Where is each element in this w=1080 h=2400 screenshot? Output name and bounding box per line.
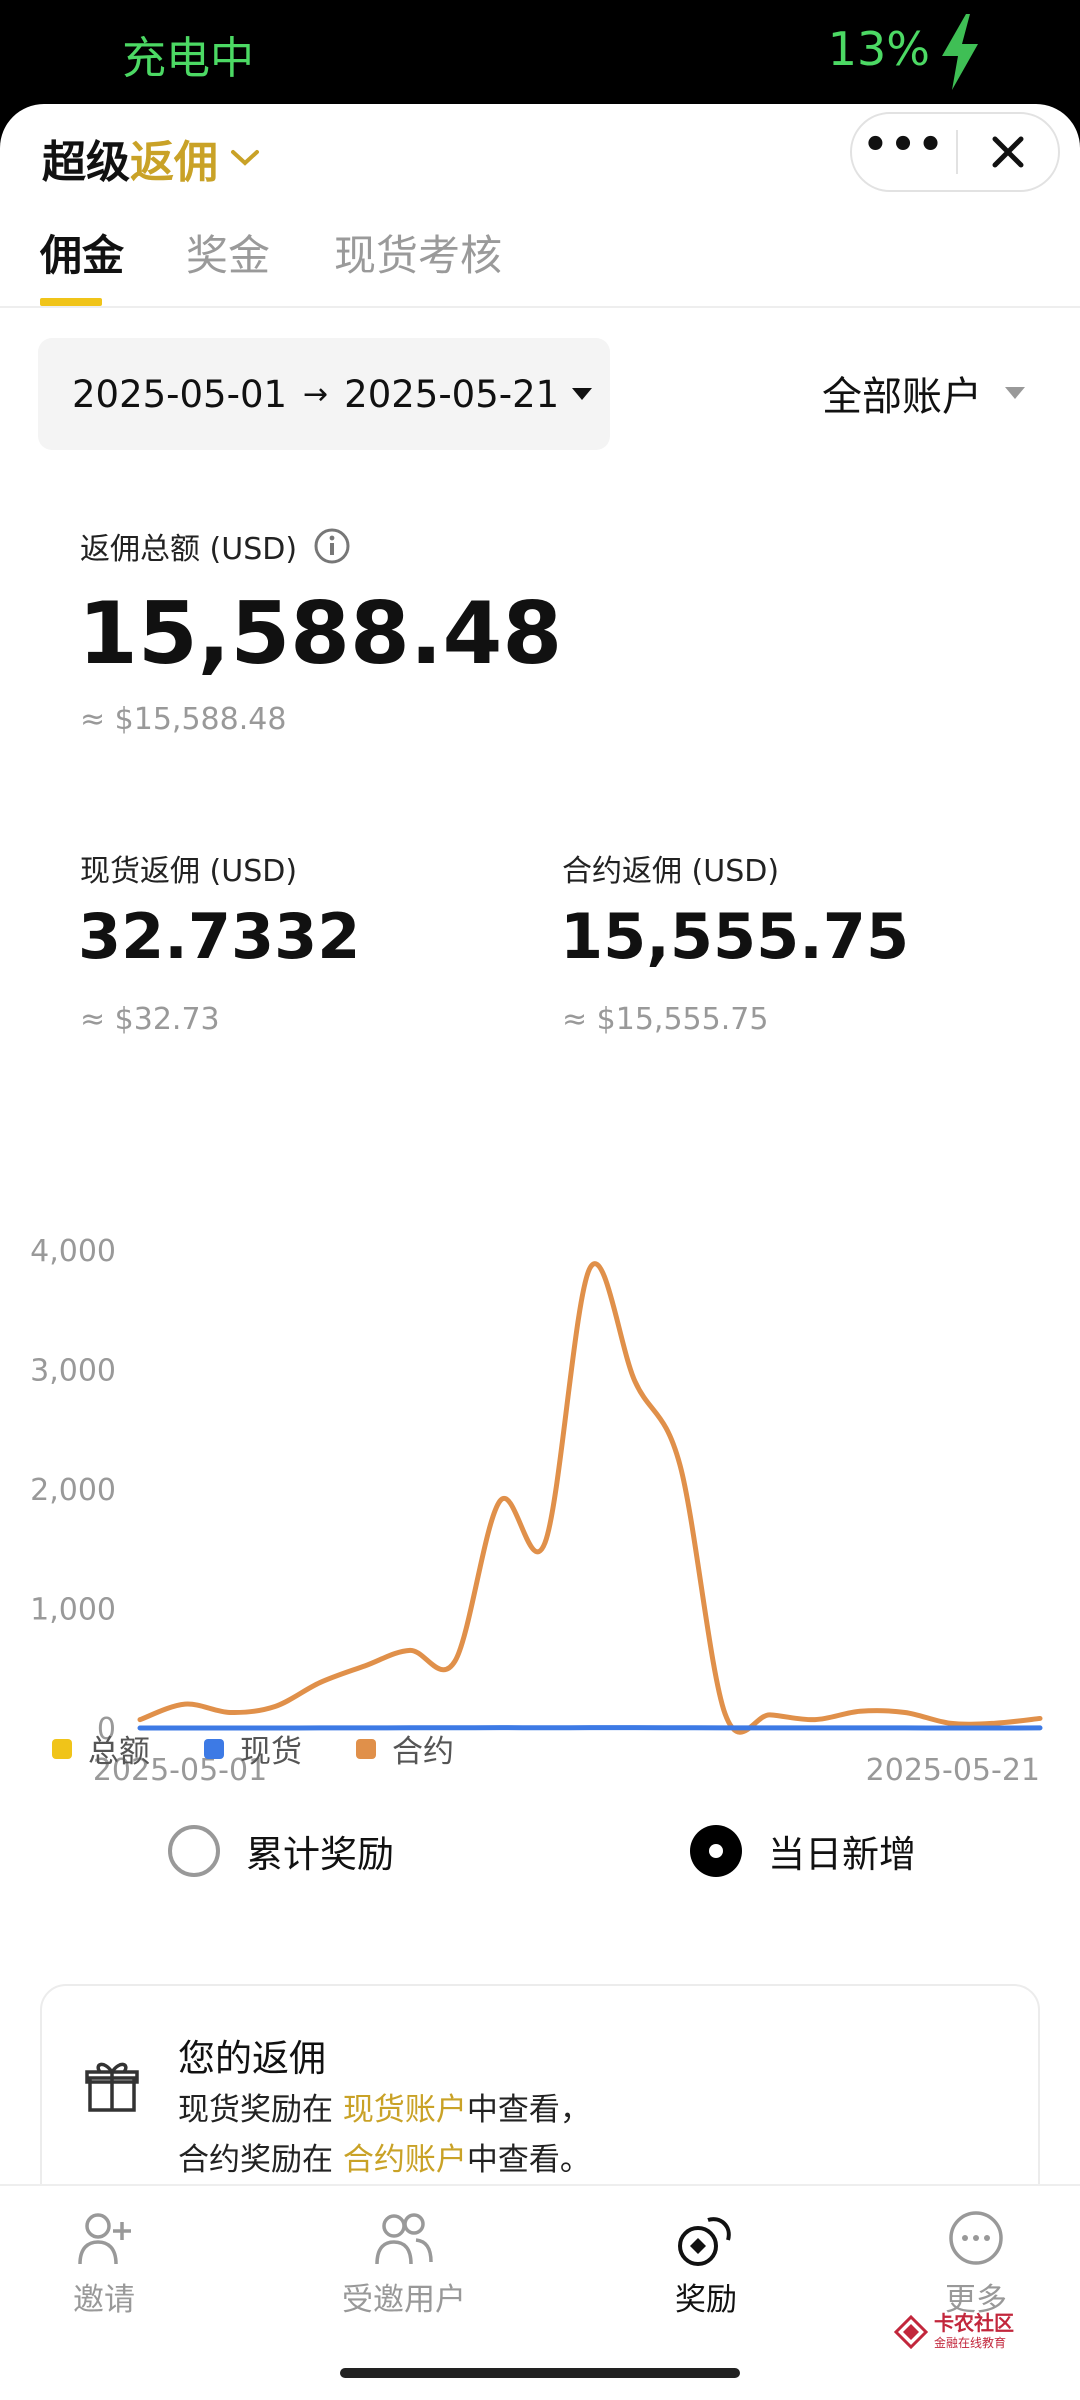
spot-rebate-approx: ≈ $32.73 [80,1002,220,1037]
date-range-filter[interactable]: 2025-05-01 → 2025-05-21 [38,338,610,450]
spot-rebate-value: 32.7332 [78,900,361,973]
battery-percentage: 13% [827,22,930,76]
more-options-button[interactable]: ••• [862,122,946,168]
charging-status: 充电中 [122,33,254,84]
contract-rebate-value: 15,555.75 [560,900,910,973]
radio-cumulative[interactable]: 累计奖励 [168,1824,394,1878]
total-rebate-label-text: 返佣总额 (USD) [80,532,298,567]
spot-rebate-label: 现货返佣 (USD) [80,854,298,889]
total-rebate-value: 15,588.48 [78,584,563,684]
tab-bonus[interactable]: 奖金 [186,231,271,280]
contract-account-link[interactable]: 合约账户 [342,2142,467,2178]
legend-swatch-total [52,1738,72,1759]
nav-more-label: 更多 [945,2282,1007,2318]
invite-icon [78,2213,131,2265]
charging-bolt-icon [942,14,978,90]
account-filter-label: 全部账户 [822,374,982,420]
more-icon [949,2211,1003,2265]
x-tick-label: 2025-05-01 [93,1753,267,1788]
chevron-down-icon [231,150,259,166]
y-tick-label: 0 [97,1712,116,1747]
legend-item-contract[interactable]: 合约 [356,1726,454,1771]
title-main: 超级 [42,137,130,188]
rebate-line-chart: 4,000 3,000 2,000 1,000 0 2025-05-01 2025-05-2… [30,1234,1043,1788]
nav-invited-users[interactable]: 受邀用户 [304,2208,504,2319]
legend-label-total: 总额 [88,1734,150,1770]
date-start: 2025-05-01 [72,372,288,416]
capsule-divider [956,130,958,174]
nav-more[interactable]: 更多 [876,2208,1076,2319]
watermark-text: 卡农社区 [934,2311,1014,2335]
total-rebate-approx: ≈ $15,588.48 [80,702,287,737]
radio-daily-label: 当日新增 [768,1833,916,1876]
contract-rebate-approx: ≈ $15,555.75 [562,1002,769,1037]
radio-daily[interactable]: 当日新增 [690,1824,916,1878]
tab-spot-assessment[interactable]: 现货考核 [334,231,503,280]
y-tick-label: 2,000 [30,1473,116,1508]
rebate-info-card: 您的返佣 现货奖励在 现货账户中查看， 合约奖励在 合约账户中查看。 [40,1984,1040,2214]
tab-active-indicator [40,298,102,306]
info-icon[interactable] [313,527,351,565]
close-button[interactable] [958,135,1058,169]
gift-icon [85,2062,139,2112]
watermark-subtext: 金融在线教育 [934,2336,1007,2350]
date-end: 2025-05-21 [344,372,560,416]
rebate-card-line-1: 现货奖励在 现货账户中查看， [178,2084,591,2129]
nav-invite[interactable]: 邀请 [4,2208,204,2319]
legend-item-total[interactable]: 总额 [52,1726,150,1771]
tab-bar: 佣金 奖金 现货考核 [0,222,1080,308]
bottom-nav: 邀请 受邀用户 奖励 [0,2184,1080,2400]
x-tick-label: 2025-05-21 [866,1753,1040,1788]
radio-unchecked-icon [168,1825,220,1877]
mini-app-sheet: 超级 返佣 ••• 佣金 奖金 现货考核 2025-05-01 → 2025-0… [0,104,1080,2400]
rebate-card-line-2: 合约奖励在 合约账户中查看。 [178,2134,591,2179]
y-tick-label: 3,000 [30,1354,116,1389]
date-range-arrow: → [303,376,329,412]
y-tick-label: 1,000 [30,1593,116,1628]
contract-rebate-label: 合约返佣 (USD) [562,854,780,889]
legend-swatch-spot [204,1738,224,1759]
title-accent: 返佣 [130,137,218,188]
spot-account-link[interactable]: 现货账户 [342,2092,467,2128]
home-indicator [340,2368,740,2378]
series-line-contract [137,1261,1043,1735]
rebate-card-title: 您的返佣 [178,2037,326,2080]
caret-down-icon [572,388,593,400]
total-rebate-label: 返佣总额 (USD) [80,524,351,568]
line2-prefix: 合约奖励在 [178,2142,343,2178]
nav-reward[interactable]: 奖励 [606,2208,806,2319]
legend-item-spot[interactable]: 现货 [204,1726,302,1771]
page-title[interactable]: 超级 返佣 [42,126,260,190]
watermark: 卡农社区 金融在线教育 [894,2312,1014,2351]
tab-commission[interactable]: 佣金 [40,231,125,280]
y-tick-label: 4,000 [30,1234,116,1269]
nav-invite-label: 邀请 [73,2282,135,2318]
users-icon [375,2213,433,2265]
legend-label-spot: 现货 [240,1734,302,1770]
reward-icon [678,2217,731,2266]
radio-cumulative-label: 累计奖励 [246,1833,394,1876]
mini-program-capsule: ••• [850,112,1060,192]
nav-invited-users-label: 受邀用户 [342,2282,466,2318]
line2-suffix: 中查看。 [466,2142,591,2178]
close-icon [992,136,1024,168]
legend-label-contract: 合约 [392,1734,454,1770]
radio-checked-icon [690,1825,742,1877]
line1-suffix: 中查看， [466,2092,591,2128]
status-bar: 充电中 13% [0,0,1080,105]
legend-swatch-contract [356,1738,376,1759]
account-filter[interactable]: 全部账户 [822,364,1026,422]
watermark-logo-icon [894,2314,928,2349]
nav-reward-label: 奖励 [675,2282,737,2318]
caret-down-icon [1005,387,1025,399]
chart-legend: 总额 现货 合约 [52,1726,508,1771]
line1-prefix: 现货奖励在 [178,2092,343,2128]
